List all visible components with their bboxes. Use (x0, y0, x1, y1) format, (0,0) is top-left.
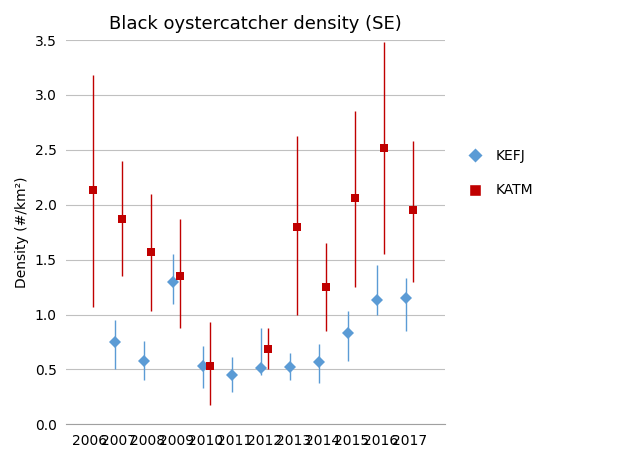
Y-axis label: Density (#/km²): Density (#/km²) (15, 176, 29, 288)
Legend: KEFJ, KATM: KEFJ, KATM (456, 143, 539, 203)
Title: Black oystercatcher density (SE): Black oystercatcher density (SE) (109, 15, 402, 33)
